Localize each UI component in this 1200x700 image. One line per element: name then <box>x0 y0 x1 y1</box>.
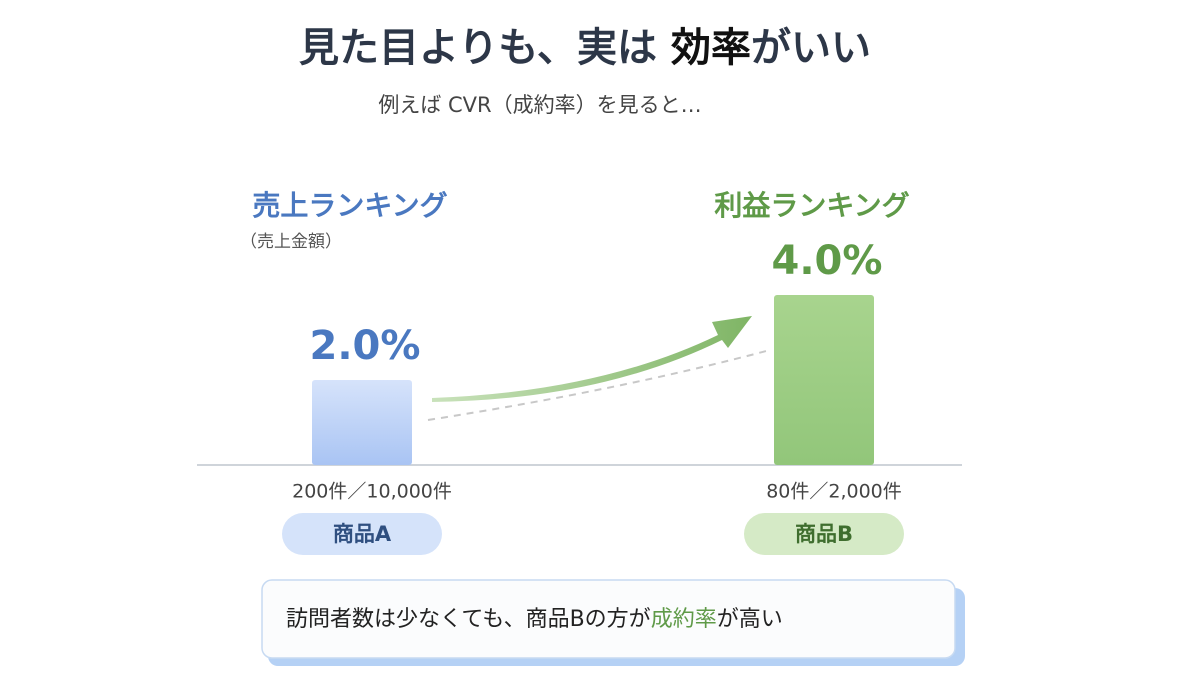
bar <box>774 295 874 465</box>
panel-note: （売上金額） <box>240 232 342 252</box>
product-label: 商品A <box>333 522 392 546</box>
footer-emphasis: 成約率 <box>651 607 717 632</box>
footer-text: 訪問者数は少なくても、商品Bの方が成約率が高い <box>286 607 783 632</box>
title-part: 見た目よりも、実は <box>299 25 671 71</box>
dashed-guide <box>427 349 771 421</box>
value-label: 4.0% <box>772 238 883 284</box>
subtitle: 例えば CVR（成約率）を見ると… <box>378 93 701 117</box>
product-pill <box>744 513 904 555</box>
product-label: 商品B <box>795 522 853 546</box>
arrow <box>432 316 752 402</box>
product-pill <box>282 513 442 555</box>
panel-heading: 売上ランキング <box>252 189 447 222</box>
counts: 200件／10,000件 <box>292 481 452 503</box>
bar <box>312 380 412 465</box>
footer-part: が高い <box>717 607 783 632</box>
footer-part: 訪問者数は少なくても、商品Bの方が <box>286 607 651 632</box>
counts: 80件／2,000件 <box>766 481 902 503</box>
title-part: がいい <box>751 25 871 71</box>
panel-heading: 利益ランキング <box>714 189 909 222</box>
footer-box <box>261 579 956 659</box>
value-label: 2.0% <box>310 323 421 369</box>
title-emphasis: 効率 <box>671 25 751 71</box>
title: 見た目よりも、実は 効率がいい <box>299 25 871 71</box>
